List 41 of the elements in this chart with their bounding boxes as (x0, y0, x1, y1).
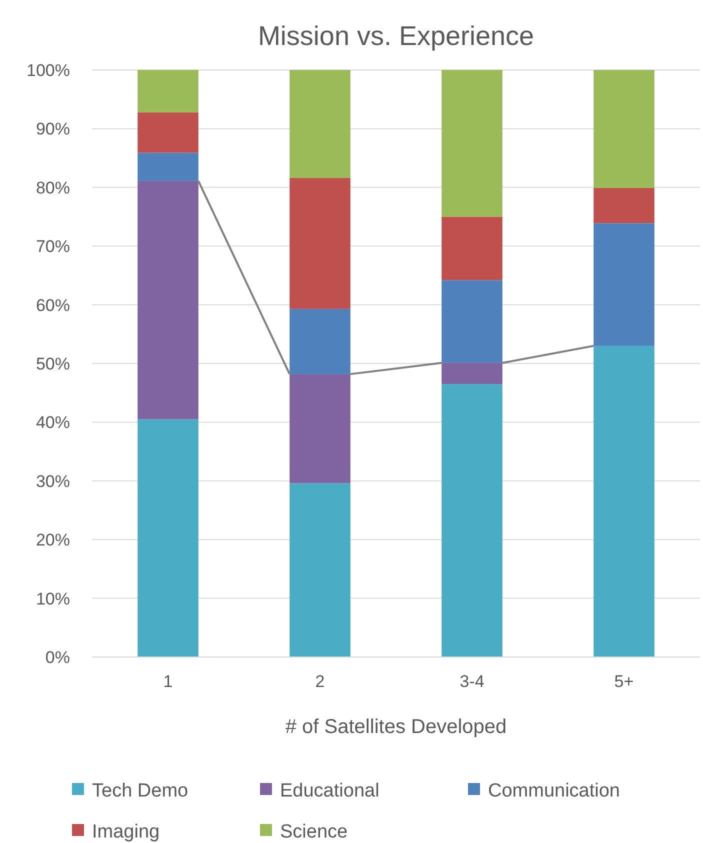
x-tick-label: 2 (315, 672, 325, 691)
bar (138, 180, 198, 420)
legend-label: Communication (488, 780, 620, 802)
bar (290, 374, 350, 484)
x-axis-title: # of Satellites Developed (285, 716, 507, 738)
y-tick-label: 90% (36, 120, 70, 139)
legend-label: Science (280, 822, 348, 843)
bar (138, 70, 198, 112)
bar (290, 178, 350, 309)
bar (594, 223, 654, 346)
bar (290, 70, 350, 178)
bar (290, 308, 350, 374)
legend-label: Tech Demo (92, 780, 188, 802)
y-tick-label: 60% (36, 296, 70, 315)
y-tick-label: 10% (36, 589, 70, 608)
legend-label: Imaging (92, 822, 160, 843)
bar (138, 419, 198, 657)
legend-label: Educational (280, 780, 380, 802)
bar (594, 346, 654, 657)
bar (290, 483, 350, 657)
y-tick-label: 70% (36, 237, 70, 256)
bar (138, 112, 198, 153)
bar (442, 384, 502, 657)
x-tick-label: 1 (163, 672, 173, 691)
y-tick-label: 100% (26, 60, 70, 80)
x-tick-label: 3-4 (460, 672, 484, 691)
bar (442, 362, 502, 384)
y-tick-label: 40% (36, 413, 70, 432)
bar (442, 70, 502, 217)
bar (442, 280, 502, 363)
bar (138, 152, 198, 181)
y-tick-label: 0% (45, 648, 70, 667)
y-tick-label: 20% (36, 530, 70, 550)
y-tick-label: 80% (36, 178, 70, 198)
bar (594, 188, 654, 224)
bar (442, 216, 502, 280)
y-tick-label: 30% (36, 472, 70, 491)
chart-title: Mission vs. Experience (258, 21, 534, 51)
bar (594, 70, 654, 188)
x-tick-label: 5+ (614, 672, 634, 691)
y-tick-label: 50% (36, 354, 70, 374)
